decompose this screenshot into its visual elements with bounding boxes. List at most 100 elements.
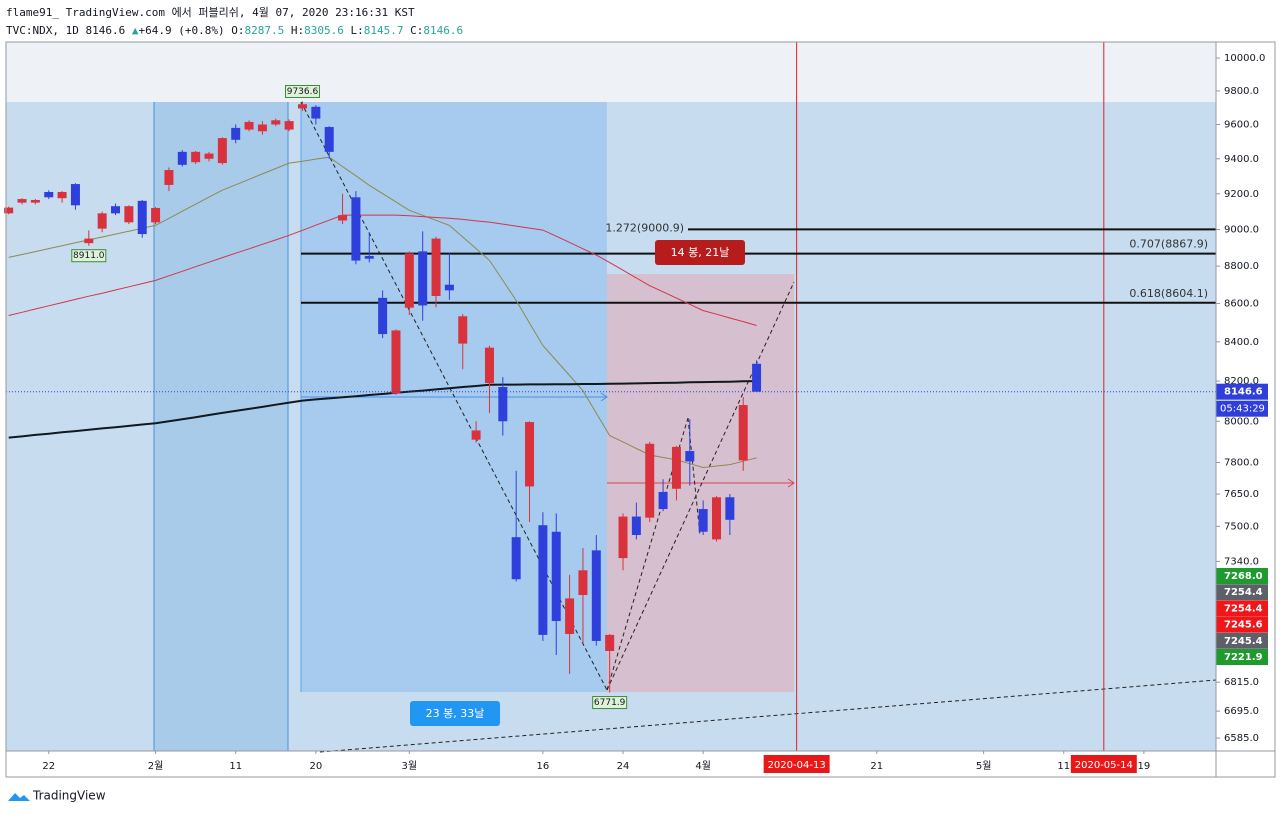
moving-average: [8, 156, 757, 469]
extreme-label-box: [592, 696, 628, 710]
range-label-box: [410, 701, 500, 726]
candle-body: [244, 121, 254, 130]
x-tick-label: 24: [617, 761, 630, 772]
candle-body: [217, 138, 227, 164]
candle-body: [418, 251, 428, 306]
price-badge-label: 7221.9: [1224, 652, 1263, 663]
open-value: 8287.5: [244, 24, 284, 37]
date-marker-badge: [1070, 755, 1137, 773]
candle-body: [151, 207, 161, 223]
candle-body: [645, 443, 655, 518]
y-tick-label: 8000.0: [1224, 416, 1259, 427]
price-badge: [1216, 649, 1268, 665]
y-tick-label: 8400.0: [1224, 337, 1259, 348]
candle-body: [671, 446, 681, 489]
arrow-head: [787, 478, 795, 488]
candle-body: [30, 199, 40, 203]
y-tick-label: 6585.0: [1224, 733, 1259, 744]
x-tick-label: 22: [42, 761, 55, 772]
date-marker-badge: [763, 755, 830, 773]
candle-body: [257, 124, 267, 132]
high-label: H:: [291, 24, 304, 37]
y-tick-label: 6815.0: [1224, 677, 1259, 688]
low-value: 8145.7: [364, 24, 404, 37]
candle-body: [578, 570, 588, 596]
range-label: 23 봉, 33날: [426, 707, 485, 720]
candle-body: [191, 151, 201, 163]
extreme-label-box: [284, 84, 320, 98]
fib-label: 1.272(9000.9): [605, 221, 684, 234]
price-badge-label: 7245.4: [1224, 636, 1263, 647]
last-price: 8146.6: [85, 24, 125, 37]
candle-body: [712, 497, 722, 540]
candle-body: [391, 330, 401, 394]
x-tick-label: 20: [309, 761, 322, 772]
range-label: 14 봉, 21날: [671, 246, 730, 259]
candle-body: [511, 537, 521, 580]
candle-body: [484, 347, 494, 384]
candle-body: [338, 215, 348, 221]
candle-body: [70, 184, 80, 206]
trend-line: [606, 281, 795, 691]
candle-body: [297, 104, 307, 109]
x-tick-label: 5월: [976, 760, 992, 772]
candle-body: [725, 497, 735, 520]
range-label-box: [655, 240, 745, 265]
x-tick-label: 16: [537, 761, 550, 772]
candle-body: [324, 127, 334, 152]
last-price-label: 8146.6: [1224, 387, 1263, 398]
drawings: [300, 101, 1217, 753]
fib-label: 0.707(8867.9): [1129, 238, 1208, 251]
candle-body: [591, 550, 601, 641]
candle-body: [631, 516, 641, 536]
timer-label: 05:43:29: [1220, 404, 1265, 415]
trend-line: [300, 101, 608, 691]
candle-body: [431, 238, 441, 296]
price-badge-label: 7268.0: [1224, 571, 1263, 582]
close-label: C:: [410, 24, 423, 37]
symbol-line: TVC:NDX, 1D 8146.6 ▲+64.9 (+0.8%) O:8287…: [6, 24, 463, 37]
candle-body: [618, 516, 628, 559]
arrow-head: [600, 392, 608, 402]
y-tick-label: 10000.0: [1224, 53, 1265, 64]
candle-body: [284, 121, 294, 130]
price-badge: [1216, 616, 1268, 633]
date-marker-label: 2020-05-14: [1075, 760, 1133, 771]
candle-body: [124, 206, 134, 223]
extreme-label: 8911.0: [73, 251, 105, 261]
candle-body: [444, 284, 454, 291]
y-tick-label: 7500.0: [1224, 521, 1259, 532]
x-tick-label: 11: [1057, 761, 1070, 772]
extreme-label-box: [71, 249, 107, 263]
y-tick-label: 8800.0: [1224, 261, 1259, 272]
candle-body: [752, 363, 762, 392]
x-tick-label: 21: [870, 761, 883, 772]
x-tick-label: 19: [1138, 761, 1151, 772]
trend-line: [687, 417, 701, 536]
y-tick-label: 9000.0: [1224, 225, 1259, 236]
moving-average: [8, 214, 757, 326]
candle-body: [605, 634, 615, 651]
candle-body: [111, 206, 121, 214]
frame: [5, 41, 1276, 778]
logo: [8, 793, 30, 801]
x-tick-label: 4월: [695, 760, 711, 772]
candle-body: [738, 405, 748, 461]
candle-body: [231, 127, 241, 140]
open-label: O:: [231, 24, 244, 37]
change-arrow: ▲: [132, 24, 139, 37]
y-tick-label: 7340.0: [1224, 556, 1259, 567]
highlight-range: [154, 102, 288, 751]
candle-body: [164, 170, 174, 185]
candle-body: [351, 197, 361, 261]
y-tick-label: 9600.0: [1224, 119, 1259, 130]
candle-body: [658, 491, 668, 510]
change: +64.9 (+0.8%): [138, 24, 224, 37]
moving-average: [8, 380, 757, 439]
price-badge-label: 7245.6: [1224, 620, 1263, 631]
candle-body: [498, 387, 508, 422]
date-marker-label: 2020-04-13: [768, 760, 826, 771]
x-tick-label: 3월: [402, 760, 418, 772]
